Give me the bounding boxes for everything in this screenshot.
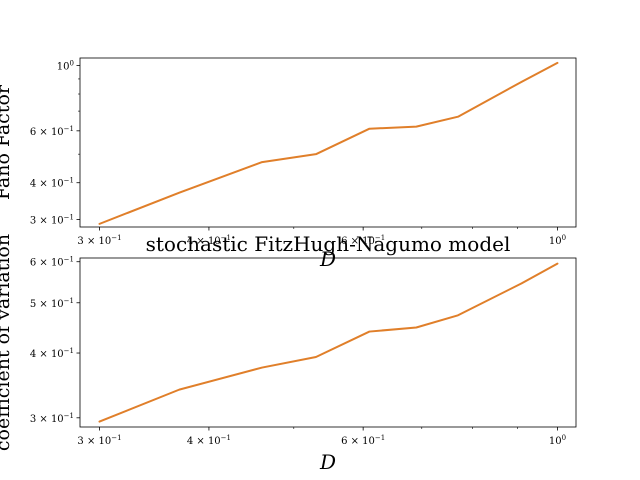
x-tick-label: 6 × 10−1: [341, 434, 385, 447]
axes-frame: [79, 257, 577, 428]
y-tick-label: 4 × 10−1: [30, 177, 74, 190]
x-tick-label: 4 × 10−1: [187, 434, 231, 447]
x-axis-label: D: [319, 247, 336, 271]
x-tick-label: 100: [549, 234, 566, 247]
x-tick-label: 3 × 10−1: [77, 434, 121, 447]
y-axis-label: Fano Factor: [0, 84, 14, 200]
subplot-2: 3 × 10−1 4 × 10−1 6 × 10−1 100 3 × 10−1 4 × 1…: [0, 232, 577, 474]
x-tick-label: 3 × 10−1: [77, 234, 121, 247]
y-tick-label: 3 × 10−1: [30, 214, 74, 227]
x-tick-label: 100: [549, 434, 566, 447]
axes-frame: [79, 57, 577, 228]
y-tick-label: 5 × 10−1: [30, 297, 74, 310]
subplot-1: 3 × 10−1 4 × 10−1 6 × 10−1 100 3 × 10−1 4 × 1…: [0, 57, 577, 271]
x-axis-label: D: [319, 450, 336, 474]
y-tick-label: 3 × 10−1: [30, 412, 74, 425]
y-tick-label: 4 × 10−1: [30, 347, 74, 360]
series-line-1: [98, 262, 559, 423]
x-tick-label: 4 × 10−1: [187, 234, 231, 247]
chart-title: stochastic FitzHugh-Nagumo model: [146, 232, 511, 256]
y-tick-label: 6 × 10−1: [30, 125, 74, 138]
y-tick-label: 6 × 10−1: [30, 256, 74, 269]
y-tick-label: 100: [57, 59, 74, 72]
y-axis-label: coefficient of variation: [0, 234, 14, 451]
x-tick-label: 6 × 10−1: [341, 234, 385, 247]
series-line-1: [98, 61, 559, 225]
